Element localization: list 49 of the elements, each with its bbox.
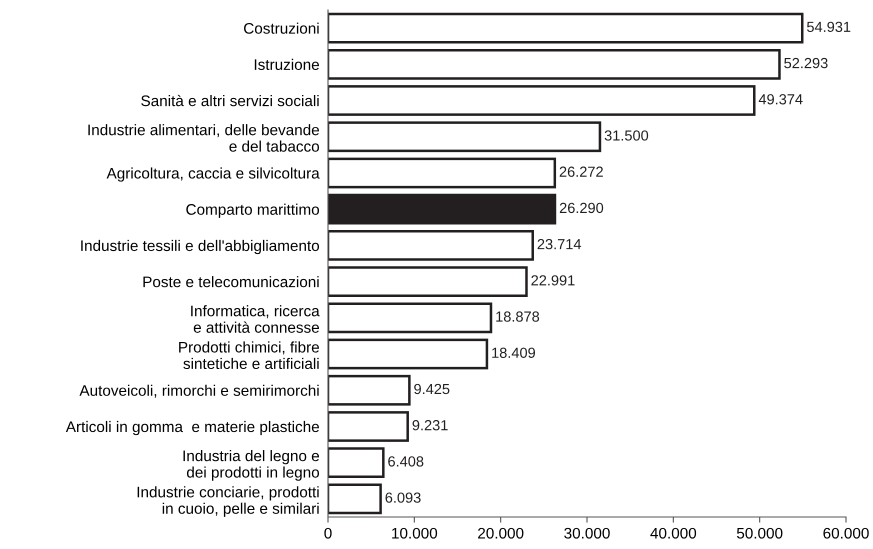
data-label: 52.293	[784, 58, 828, 68]
y-tick-label: Agricoltura, caccia e silvicoltura	[106, 167, 320, 182]
data-label: 22.991	[531, 275, 575, 286]
x-tick-label: 50.000	[736, 528, 782, 539]
bar	[328, 48, 781, 80]
data-label: 23.714	[538, 238, 582, 250]
y-tick-label: Costruzioni	[244, 22, 319, 34]
x-tick-label: 10.000	[392, 528, 438, 539]
y-tick-label: Industrie alimentari, delle bevande e del tabacco	[88, 124, 320, 152]
x-tick-label: 40.000	[650, 528, 696, 539]
data-label: 54.931	[806, 22, 850, 32]
y-tick-label: Prodotti chimici, fibre sintetiche e artificiali	[179, 341, 319, 370]
x-tick-label: 20.000	[478, 528, 524, 539]
bar	[328, 447, 385, 478]
y-tick-label: Autoveicoli, rimorchi e semirimorchi	[79, 384, 319, 398]
data-label: 26.290	[560, 202, 604, 214]
data-label: 49.374	[758, 94, 803, 104]
y-tick-label: Comparto marittimo	[186, 204, 320, 218]
data-label: 31.500	[604, 130, 648, 141]
bar	[328, 230, 534, 261]
y-tick-label: Poste e telecomunicazioni	[143, 276, 319, 288]
bar	[328, 158, 556, 188]
bar	[328, 411, 409, 442]
bar	[328, 302, 492, 334]
y-tick-label: Industria del legno e dei prodotti in legno	[183, 450, 320, 481]
bar	[328, 374, 411, 406]
data-label: 9.231	[412, 420, 448, 430]
data-label: 6.408	[388, 456, 424, 467]
data-label: 6.093	[386, 492, 421, 503]
bar	[328, 85, 756, 116]
y-tick-label: Industrie tessili e dell'abbigliamento	[81, 240, 320, 254]
y-tick-label: Articoli in gomma e materie plastiche	[66, 420, 319, 436]
y-tick-label: Industrie conciarie, prodotti in cuoio, pelle e similari	[138, 486, 319, 517]
bar	[328, 338, 488, 370]
bar	[328, 194, 556, 225]
bar	[328, 484, 382, 514]
data-label: 18.878	[496, 311, 540, 322]
x-tick-label: 60.000	[823, 528, 869, 539]
y-tick-label: Istruzione	[254, 58, 319, 70]
bar	[328, 121, 602, 152]
data-label: 9.425	[414, 384, 450, 394]
bar	[328, 266, 528, 297]
x-tick-label: 30.000	[564, 528, 610, 539]
data-label: 26.272	[560, 166, 603, 177]
x-tick-label: 0	[324, 528, 332, 539]
y-tick-label: Sanità e altri servizi sociali	[141, 94, 319, 106]
bar	[328, 12, 804, 44]
y-tick-label: Informatica, ricerca e attività connesse	[191, 305, 320, 333]
data-label: 18.409	[492, 348, 536, 358]
